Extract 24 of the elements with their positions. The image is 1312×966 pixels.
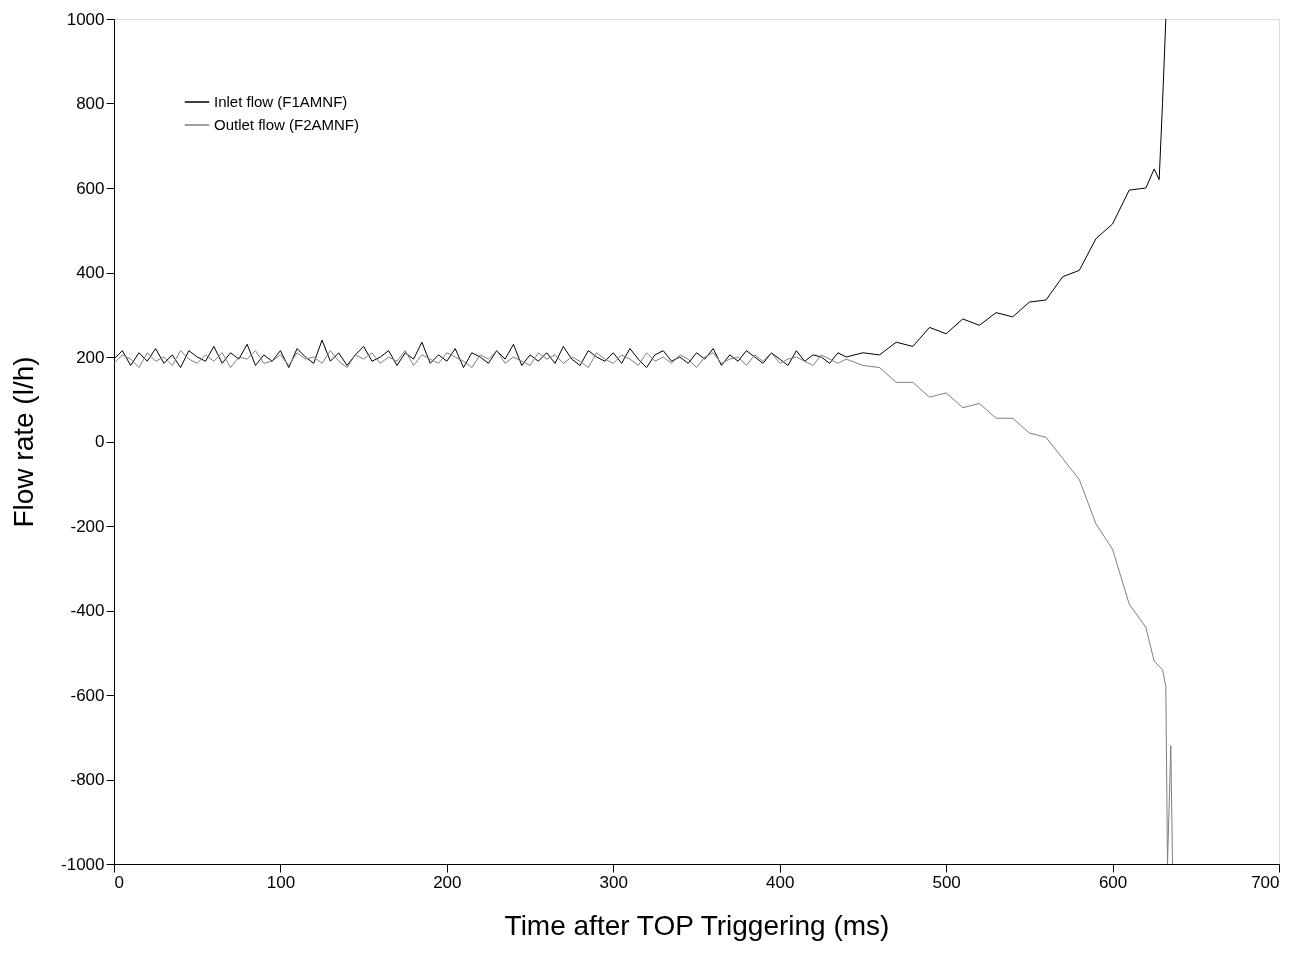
x-tick-label: 200: [433, 872, 462, 892]
line-series: [113, 350, 1173, 865]
legend-label: Inlet flow (F1AMNF): [214, 93, 348, 110]
y-tick-label: 1000: [66, 9, 105, 29]
x-tick-label: 400: [766, 872, 795, 892]
x-tick-label: 300: [599, 872, 628, 892]
x-axis-title: Time after TOP Triggering (ms): [504, 909, 890, 941]
x-tick-label: 600: [1098, 872, 1128, 892]
y-tick-label: 800: [76, 94, 105, 113]
x-tick-label: 700: [1251, 872, 1280, 892]
y-tick-label: 0: [95, 432, 105, 451]
x-tick-label: 500: [932, 872, 961, 892]
x-tick-label: 100: [266, 872, 296, 892]
y-tick-label: 600: [76, 178, 105, 198]
legend-label: Outlet flow (F2AMNF): [214, 116, 360, 133]
y-tick-label: -1000: [61, 854, 105, 874]
y-tick-label: 400: [76, 263, 105, 282]
x-tick-label: 0: [114, 872, 124, 892]
y-axis-title: Flow rate (l/h): [8, 356, 40, 528]
y-tick-label: -600: [70, 685, 105, 705]
y-tick-label: 200: [76, 347, 105, 367]
y-tick-label: -800: [70, 770, 105, 789]
y-tick-label: -200: [70, 516, 105, 536]
y-tick-label: -400: [70, 601, 105, 620]
